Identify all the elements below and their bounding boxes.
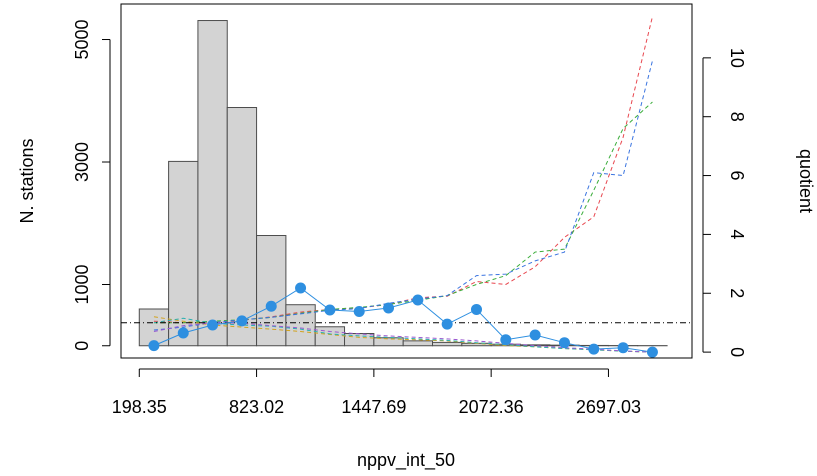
quotient-point <box>529 329 541 341</box>
quotient-point <box>265 300 277 312</box>
x-tick-label: 1447.69 <box>341 397 406 417</box>
y-axis-right-title: quotient <box>796 149 816 213</box>
x-tick-label: 198.35 <box>112 397 167 417</box>
y-axis-right: 0 2 4 6 8 10 <box>702 48 747 357</box>
quotient-series <box>148 282 658 358</box>
x-axis: 198.35 823.02 1447.69 2072.36 2697.03 <box>112 368 641 417</box>
y-axis-left: 0 1000 3000 5000 <box>72 19 111 351</box>
quotient-point <box>148 340 160 352</box>
y-right-tick-label: 2 <box>727 288 747 298</box>
dashed-series-line <box>153 316 653 353</box>
quotient-point <box>588 343 600 355</box>
quotient-point <box>324 304 336 316</box>
quotient-point <box>646 346 658 358</box>
y-right-tick-label: 0 <box>727 347 747 357</box>
dashed-series-lines <box>153 16 653 353</box>
histogram-bar <box>138 308 170 347</box>
y-left-tick-label: 3000 <box>72 142 92 182</box>
y-left-tick-label: 0 <box>72 341 92 351</box>
y-right-tick-label: 10 <box>727 48 747 68</box>
quotient-point <box>617 342 629 354</box>
quotient-point <box>441 318 453 330</box>
x-tick-label: 2072.36 <box>459 397 524 417</box>
histogram-bar <box>402 340 434 347</box>
y-right-tick-label: 8 <box>727 112 747 122</box>
x-tick-label: 823.02 <box>229 397 284 417</box>
y-left-tick-label: 5000 <box>72 19 92 59</box>
quotient-point <box>353 306 365 318</box>
quotient-point <box>207 319 219 331</box>
quotient-point <box>470 303 482 315</box>
histogram-bar <box>168 160 199 347</box>
dashed-series-line <box>153 60 653 331</box>
y-right-tick-label: 6 <box>727 171 747 181</box>
histogram-bars <box>138 20 668 347</box>
plot-box <box>120 3 693 359</box>
y-axis-left-title: N. stations <box>17 138 37 223</box>
histogram-bar <box>432 341 463 347</box>
histogram-bar <box>197 20 228 347</box>
x-tick-label: 2697.03 <box>576 397 641 417</box>
quotient-point <box>177 327 189 339</box>
quotient-point <box>558 337 570 349</box>
y-right-tick-label: 4 <box>727 229 747 239</box>
y-left-tick-label: 1000 <box>72 264 92 304</box>
x-axis-title: nppv_int_50 <box>357 450 455 471</box>
quotient-point <box>383 302 395 314</box>
histogram-bar <box>314 326 346 347</box>
quotient-point <box>500 334 512 346</box>
histogram-bar <box>226 107 258 347</box>
quotient-point <box>236 315 248 327</box>
quotient-point <box>295 282 307 294</box>
histogram-bar <box>256 235 287 347</box>
quotient-point <box>412 294 424 306</box>
